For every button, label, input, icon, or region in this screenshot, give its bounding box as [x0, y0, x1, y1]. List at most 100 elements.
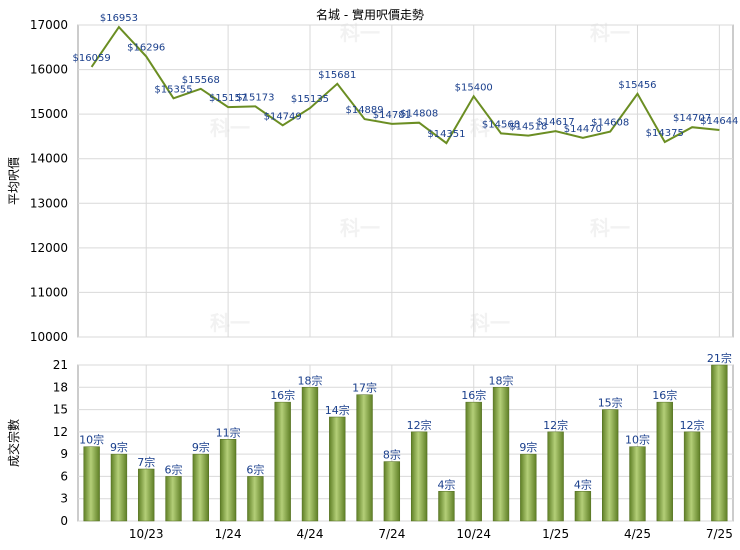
price-data-label: $16296: [127, 42, 165, 53]
price-data-label: $14568: [482, 119, 520, 130]
price-series-line: [90, 25, 720, 145]
volume-bar: [438, 491, 455, 522]
price-y-tick-label: 14000: [30, 152, 68, 166]
volume-data-label: 15宗: [598, 396, 623, 410]
volume-bar: [602, 409, 619, 522]
volume-data-label: 8宗: [383, 448, 401, 462]
volume-y-tick-label: 0: [60, 514, 68, 528]
price-y-axis-label: 平均呎價: [7, 157, 21, 205]
price-data-label: $14351: [427, 129, 465, 140]
price-data-label: $14808: [400, 109, 438, 120]
volume-y-axis-label: 成交宗數: [6, 419, 21, 467]
volume-bar: [574, 491, 592, 522]
price-data-label: $14749: [264, 111, 302, 122]
price-data-label: $14889: [345, 105, 383, 116]
volume-bar: [165, 476, 182, 522]
watermark-text: 科一: [470, 311, 510, 335]
price-data-label: $16953: [100, 13, 138, 24]
price-data-label: $14644: [700, 116, 738, 127]
volume-bar: [683, 431, 701, 522]
price-data-label: $16059: [73, 53, 111, 64]
volume-data-label: 6宗: [246, 462, 264, 476]
volume-data-label: 9宗: [110, 440, 128, 454]
volume-y-tick-label: 6: [60, 469, 68, 483]
volume-bar: [110, 453, 128, 522]
x-tick-label: 1/25: [542, 527, 569, 541]
price-y-tick-label: 10000: [30, 330, 68, 344]
volume-bar: [83, 446, 100, 522]
volume-bars: [83, 364, 728, 522]
volume-data-label: 18宗: [489, 373, 514, 387]
price-data-label: $14470: [564, 124, 602, 135]
volume-data-label: 6宗: [165, 462, 183, 476]
volume-bar: [410, 431, 428, 522]
x-tick-label: 7/25: [706, 527, 733, 541]
price-data-label: $15568: [182, 75, 220, 86]
watermark-text: 科一: [340, 216, 380, 240]
volume-bar: [247, 476, 264, 522]
volume-bar: [138, 468, 155, 522]
volume-bar: [629, 446, 646, 522]
price-data-label: $15135: [291, 94, 329, 105]
volume-data-labels: 10宗9宗7宗6宗9宗11宗6宗16宗18宗14宗17宗8宗12宗4宗16宗18…: [79, 351, 732, 491]
volume-y-tick-label: 12: [53, 425, 68, 439]
volume-y-tick-label: 21: [53, 358, 68, 372]
watermark-text: 科一: [210, 311, 250, 335]
price-y-tick-label: 16000: [30, 63, 68, 77]
price-data-label: $15157: [209, 93, 247, 104]
watermark-text: 科一: [590, 216, 630, 240]
volume-bar: [329, 416, 346, 522]
volume-data-label: 14宗: [325, 403, 350, 417]
volume-bar: [356, 394, 373, 522]
volume-data-label: 18宗: [297, 373, 322, 387]
volume-data-label: 4宗: [574, 477, 592, 491]
volume-y-tick-label: 3: [60, 492, 68, 506]
volume-x-ticks: 10/23 1/24 4/24 7/24 10/24 1/25 4/25 7/25: [129, 527, 733, 541]
volume-data-label: 11宗: [216, 425, 241, 439]
price-gridlines: [78, 24, 733, 338]
price-y-tick-label: 17000: [30, 18, 68, 32]
price-data-label: $15173: [236, 92, 274, 103]
price-y-tick-label: 15000: [30, 107, 68, 121]
x-tick-label: 7/24: [378, 527, 405, 541]
price-data-label: $14518: [509, 122, 547, 133]
x-tick-label: 1/24: [215, 527, 242, 541]
volume-bar: [547, 431, 564, 522]
price-data-label: $14608: [591, 118, 629, 129]
volume-data-label: 21宗: [707, 351, 732, 365]
volume-y-tick-label: 9: [60, 447, 68, 461]
x-tick-label: 4/25: [624, 527, 651, 541]
price-data-label: $15355: [154, 84, 192, 95]
volume-data-label: 10宗: [79, 433, 104, 447]
volume-data-label: 12宗: [407, 418, 432, 432]
volume-data-label: 16宗: [461, 388, 486, 402]
volume-data-label: 17宗: [352, 381, 377, 395]
volume-y-tick-label: 18: [53, 380, 68, 394]
price-y-tick-label: 13000: [30, 196, 68, 210]
price-data-label: $15456: [618, 80, 656, 91]
volume-data-label: 7宗: [137, 455, 155, 469]
price-data-label: $14707: [673, 113, 711, 124]
volume-bar: [192, 453, 209, 522]
volume-bar: [711, 364, 728, 522]
volume-y-tick-label: 15: [53, 403, 68, 417]
price-data-label: $14375: [646, 128, 684, 139]
price-y-ticks: 10000 11000 12000 13000 14000 15000 16000 17000: [30, 18, 68, 344]
price-data-label: $15681: [318, 70, 356, 81]
volume-data-label: 16宗: [270, 388, 295, 402]
volume-bar: [274, 401, 291, 522]
volume-bar: [383, 461, 401, 522]
volume-data-label: 9宗: [519, 440, 537, 454]
volume-y-ticks: 0 3 6 9 12 15 18 21: [53, 358, 68, 528]
volume-bar: [301, 387, 319, 522]
price-y-tick-label: 11000: [30, 285, 68, 299]
volume-data-label: 10宗: [625, 433, 650, 447]
x-tick-label: 4/24: [297, 527, 324, 541]
x-tick-label: 10/23: [129, 527, 164, 541]
volume-bar: [219, 439, 237, 522]
price-y-tick-label: 12000: [30, 241, 68, 255]
price-data-label: $14617: [537, 117, 575, 128]
volume-bar: [520, 453, 537, 522]
watermark-text: 科一: [210, 116, 250, 140]
